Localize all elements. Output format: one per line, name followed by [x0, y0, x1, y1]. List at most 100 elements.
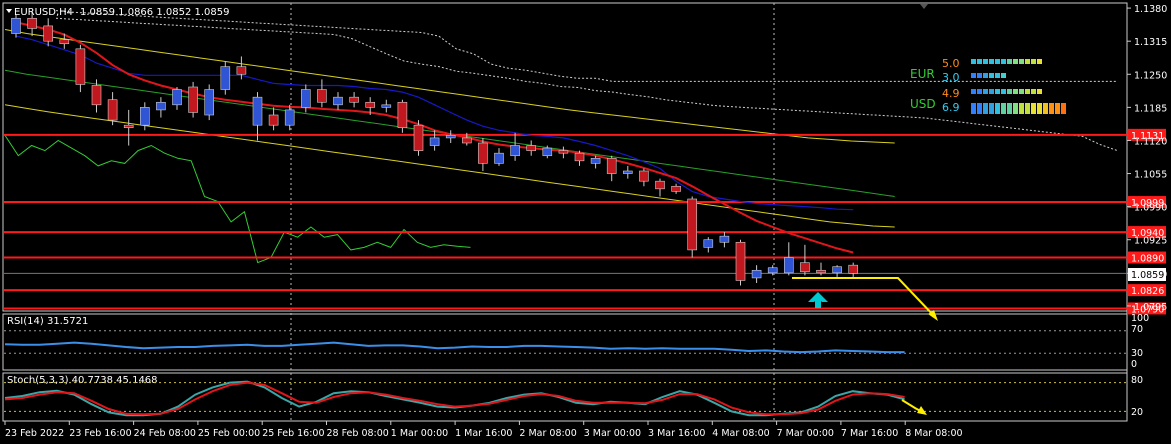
candle-body: [606, 157, 617, 174]
main-panel-frame: [2, 2, 1128, 312]
time-axis-label: 8 Mar 08:00: [905, 428, 962, 439]
rsi-tick-70: 70: [1131, 324, 1143, 335]
current-price-box: [1128, 268, 1166, 281]
candle-body: [558, 150, 569, 154]
strength-bar-segment: [989, 103, 994, 114]
level-price-box: [1128, 196, 1166, 209]
grid: [290, 3, 775, 421]
strength-bar-segment: [1061, 103, 1066, 114]
candle-body: [622, 170, 633, 174]
candle-body: [252, 96, 263, 126]
level-price-box: [1128, 302, 1166, 315]
time-axis-label: 7 Mar 16:00: [841, 428, 898, 439]
rsi-label: RSI(14) 31.5721: [7, 316, 88, 327]
stoch-arrowhead-icon: [917, 406, 927, 415]
price-axis-label: 1.0990: [1134, 203, 1167, 214]
level-price-box: [1128, 226, 1166, 239]
time-axis-label: 24 Feb 08:00: [134, 428, 196, 439]
time-axis-label: 25 Feb 16:00: [262, 428, 324, 439]
candle-body: [478, 142, 488, 164]
strength-bar-segment: [1043, 103, 1048, 114]
currency-strength-widget: EUR USD 5.0 3.0 4.9 6.9: [910, 57, 1066, 114]
strength-bar-segment: [995, 59, 1000, 64]
candle-body: [461, 137, 472, 144]
ichimoku-cloud: [55, 10, 1118, 152]
strength-bar-segment: [1037, 59, 1042, 64]
candle-body: [107, 99, 118, 121]
level-price-label: 1.1131: [1131, 131, 1164, 142]
candle-body: [349, 96, 359, 103]
candle-body: [397, 101, 408, 129]
strength-bar-segment: [1007, 103, 1012, 114]
strength-bar-segment: [1013, 59, 1018, 64]
rsi-line: [4, 341, 905, 354]
candle-body: [11, 17, 21, 34]
price-axis-label: 1.0795: [1134, 302, 1167, 313]
strength-bar-segment: [1019, 103, 1024, 114]
price-axis-label: 1.0925: [1134, 236, 1167, 247]
level-price-label: 1.0826: [1131, 286, 1164, 297]
strength-bar-segment: [1001, 59, 1006, 64]
candle-body: [526, 145, 537, 151]
time-axis-label: 23 Feb 2022: [5, 428, 64, 439]
candle-body: [574, 152, 585, 162]
strength-bar-segment: [1019, 89, 1024, 94]
level-price-box: [1128, 128, 1166, 141]
time-axis: 23 Feb 2022 23 Feb 16:00 24 Feb 08:00 25 Fe…: [4, 421, 963, 439]
price-axis-label: 1.1055: [1134, 170, 1167, 181]
band-upper-line: [4, 29, 895, 144]
candle-body: [27, 17, 37, 29]
strength-bar-segment: [1037, 103, 1042, 114]
candle-body: [220, 66, 231, 90]
candle-body: [751, 269, 762, 279]
time-axis-label: 28 Feb 08:00: [327, 428, 389, 439]
strength-bar-segment: [977, 59, 982, 64]
candle-body: [735, 241, 746, 281]
strength-bar-segment: [1001, 89, 1006, 94]
strength-currency-usd: USD: [910, 97, 936, 111]
shift-marker-icon[interactable]: [920, 4, 928, 9]
candle-body: [590, 157, 601, 164]
candle-body: [204, 89, 214, 116]
candle-body: [75, 48, 86, 85]
stoch-main-line: [4, 380, 905, 417]
time-axis-label: 4 Mar 08:00: [712, 428, 769, 439]
current-price-label: 1.0859: [1131, 270, 1164, 281]
chart-menu-icon[interactable]: [6, 9, 12, 13]
time-axis-label: 3 Mar 00:00: [584, 428, 641, 439]
time-axis-label: 25 Feb 00:00: [198, 428, 260, 439]
rsi-panel-frame: [2, 313, 1128, 371]
candle-body: [140, 107, 150, 126]
strength-value-2: 3.0: [942, 71, 960, 84]
strength-bar-segment: [1013, 103, 1018, 114]
stoch-label: Stoch(5,3,3) 40.7738 45.1468: [7, 375, 158, 386]
strength-bar-segment: [1013, 89, 1018, 94]
chikou-line: [4, 135, 471, 264]
candle-body: [719, 235, 730, 243]
level-price-label: 1.0790: [1131, 304, 1164, 315]
candle-body: [494, 152, 504, 164]
time-axis-label: 23 Feb 16:00: [69, 428, 131, 439]
strength-bar-segment: [1031, 103, 1036, 114]
stoch-tick-80: 80: [1131, 375, 1143, 386]
strength-bar-segment: [1037, 89, 1042, 94]
horizontal-levels[interactable]: 1.1131 1.0999 1.0940 1.0890 1.0826 1.0790: [4, 128, 1166, 316]
candle-body: [43, 25, 54, 42]
annotations[interactable]: [792, 277, 938, 321]
candle-body: [429, 137, 440, 146]
strength-bar-segment: [1025, 89, 1030, 94]
rsi-tick-30: 30: [1131, 348, 1143, 359]
strength-bar-segment: [983, 103, 988, 114]
strength-bar-segment: [995, 73, 1000, 78]
candle-body: [188, 86, 198, 113]
price-axis-label: 1.1185: [1134, 103, 1167, 114]
level-price-box: [1128, 251, 1166, 264]
up-arrow-icon[interactable]: [808, 292, 828, 302]
projection-arrow-path[interactable]: [792, 277, 937, 319]
cloud-upper-line: [55, 10, 1118, 82]
level-price-box: [1128, 284, 1166, 297]
strength-bar-segment: [1001, 103, 1006, 114]
candle-body: [172, 89, 182, 106]
